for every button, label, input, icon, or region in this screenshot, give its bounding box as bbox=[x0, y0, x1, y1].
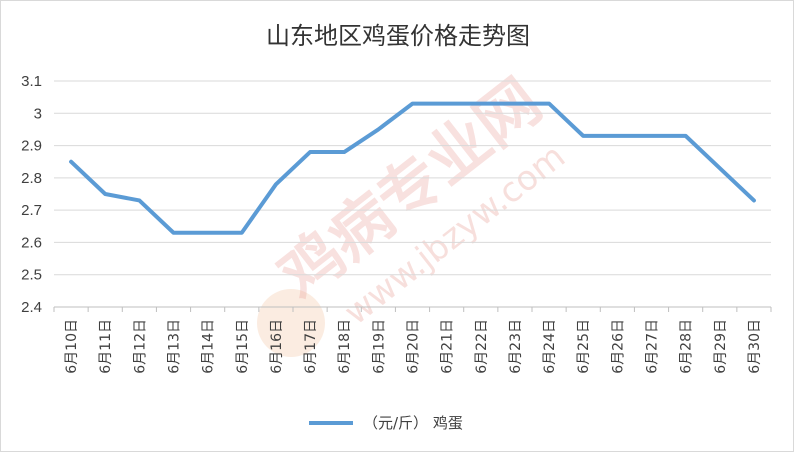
x-tick-label: 6月13日 bbox=[167, 319, 183, 374]
x-tick-label: 6月22日 bbox=[474, 319, 490, 374]
data-point bbox=[718, 166, 722, 170]
x-tick-label: 6月15日 bbox=[235, 319, 251, 374]
x-tick-label: 6月20日 bbox=[406, 319, 422, 374]
data-point bbox=[445, 102, 449, 106]
data-point bbox=[103, 192, 107, 196]
x-tick-label: 6月26日 bbox=[610, 319, 626, 374]
x-tick-label: 6月16日 bbox=[269, 319, 285, 374]
data-point bbox=[615, 134, 619, 138]
data-point bbox=[411, 102, 415, 106]
data-point bbox=[206, 231, 210, 235]
data-point bbox=[308, 150, 312, 154]
y-tick-label: 2.9 bbox=[21, 138, 42, 155]
x-tick-label: 6月28日 bbox=[679, 319, 695, 374]
x-axis-ticks: 6月10日 6月11日 6月12日 6月13日 6月14日 6月15日 6月16日 6月17日… bbox=[64, 319, 763, 374]
x-tick-label: 6月10日 bbox=[64, 319, 80, 374]
x-tick-label: 6月11日 bbox=[98, 319, 114, 374]
data-point bbox=[240, 231, 244, 235]
x-axis bbox=[53, 306, 772, 312]
y-tick-label: 2.6 bbox=[21, 234, 42, 251]
grid bbox=[54, 80, 771, 276]
x-tick-label: 6月19日 bbox=[371, 319, 387, 374]
watermark-logo-icon bbox=[257, 289, 325, 357]
data-point bbox=[479, 102, 483, 106]
x-tick-label: 6月12日 bbox=[132, 319, 148, 374]
data-point bbox=[581, 134, 585, 138]
legend: （元/斤） 鸡蛋 bbox=[309, 414, 463, 432]
data-point bbox=[650, 134, 654, 138]
data-point bbox=[137, 198, 141, 202]
x-tick-label: 6月14日 bbox=[201, 319, 217, 374]
y-axis-ticks: 2.4 2.5 2.6 2.7 2.8 2.9 3 3.1 bbox=[21, 73, 42, 316]
data-point bbox=[513, 102, 517, 106]
legend-label: （元/斤） 鸡蛋 bbox=[363, 414, 463, 432]
series-line bbox=[69, 101, 756, 235]
data-point bbox=[547, 102, 551, 106]
chart-title: 山东地区鸡蛋价格走势图 bbox=[266, 22, 530, 50]
data-point bbox=[172, 231, 176, 235]
x-tick-label: 6月30日 bbox=[747, 319, 763, 374]
x-tick-label: 6月21日 bbox=[440, 319, 456, 374]
x-tick-label: 6月24日 bbox=[542, 319, 558, 374]
series-group bbox=[69, 101, 756, 235]
x-tick-label: 6月18日 bbox=[337, 319, 353, 374]
x-tick-label: 6月27日 bbox=[645, 319, 661, 374]
x-tick-label: 6月17日 bbox=[303, 319, 319, 374]
y-tick-label: 3.1 bbox=[21, 73, 42, 90]
data-point bbox=[274, 182, 278, 186]
data-point bbox=[684, 134, 688, 138]
y-tick-label: 2.7 bbox=[21, 202, 42, 219]
data-point bbox=[69, 160, 73, 164]
y-tick-label: 2.5 bbox=[21, 267, 42, 284]
data-point bbox=[342, 150, 346, 154]
y-tick-label: 2.4 bbox=[21, 299, 42, 316]
data-point bbox=[376, 127, 380, 131]
data-point bbox=[752, 198, 756, 202]
watermark: 鸡病专业网 www.jbzyw.com bbox=[257, 64, 573, 357]
y-tick-label: 2.8 bbox=[21, 170, 42, 187]
x-tick-label: 6月29日 bbox=[713, 319, 729, 374]
x-tick-label: 6月25日 bbox=[576, 319, 592, 374]
y-tick-label: 3 bbox=[34, 105, 42, 122]
x-tick-label: 6月23日 bbox=[508, 319, 524, 374]
